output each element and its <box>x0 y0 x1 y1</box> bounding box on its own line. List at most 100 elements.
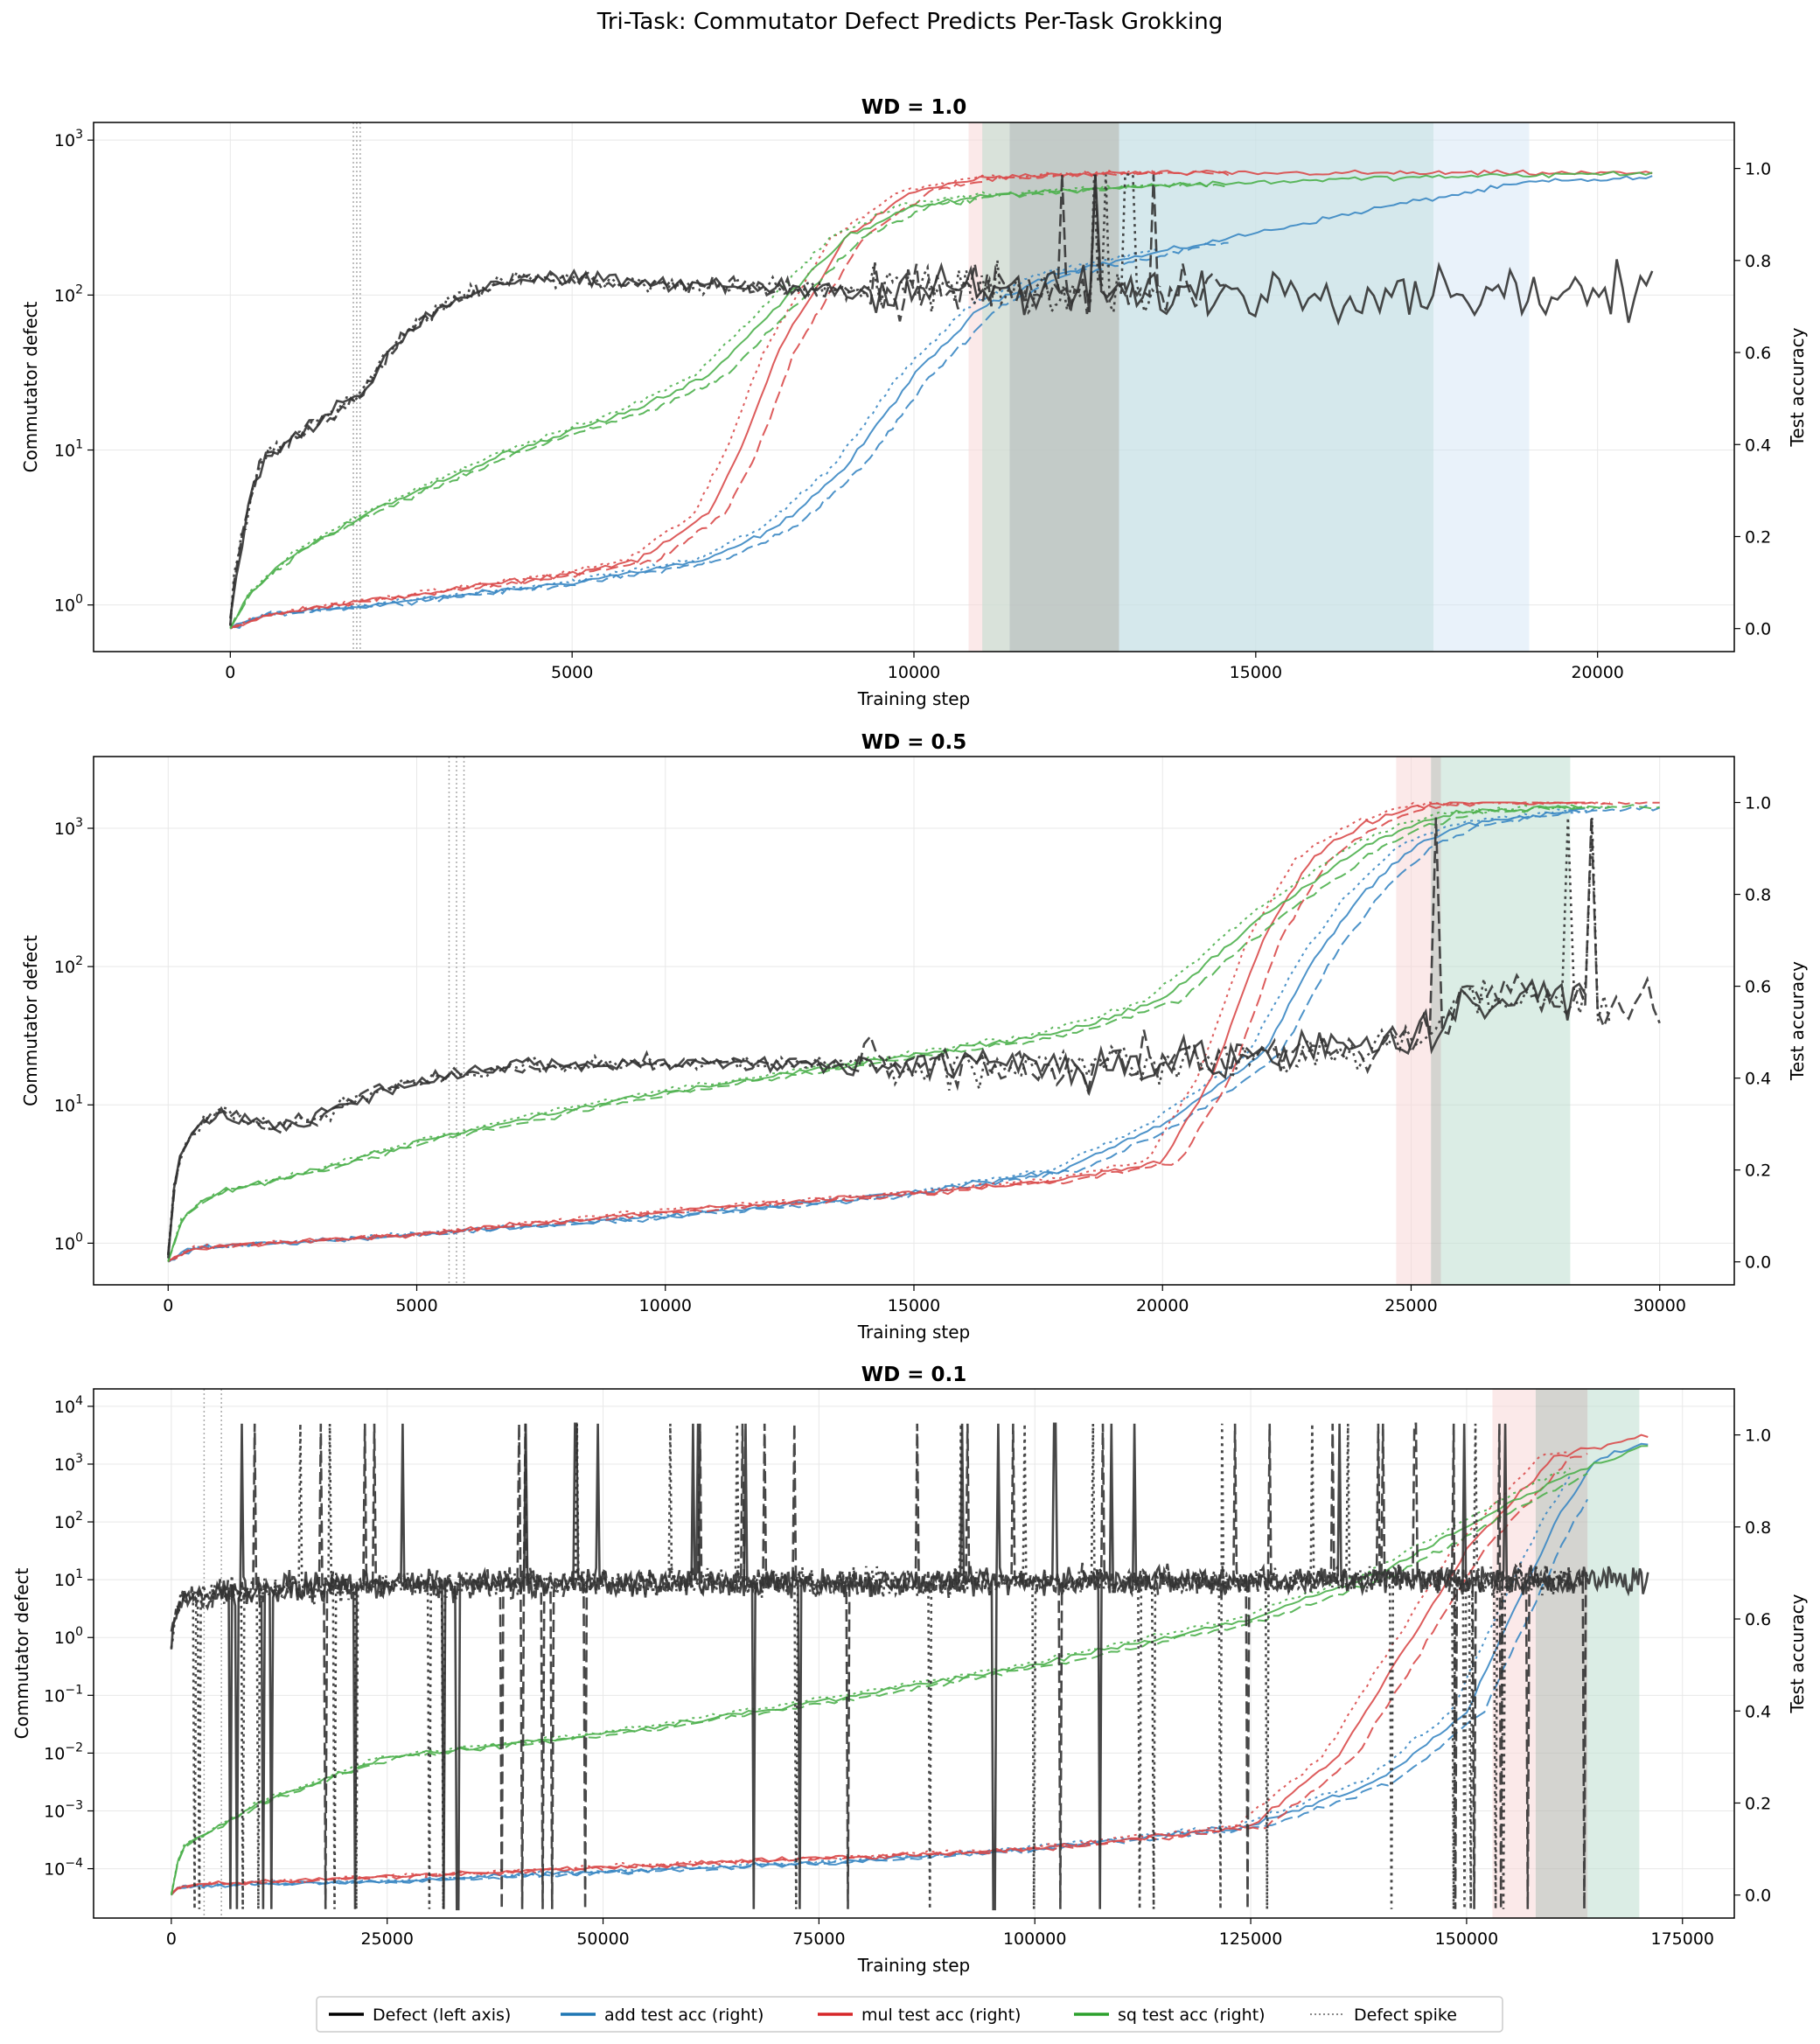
x-tick-label: 0 <box>163 1296 173 1315</box>
y2-tick-label: 0.8 <box>1745 252 1771 271</box>
mul-acc-curve-seed-1 <box>167 801 1586 1263</box>
mul-acc-curve-seed-2 <box>171 1453 1588 1895</box>
y-tick-label: 102 <box>54 954 83 977</box>
figure-title: Tri-Task: Commutator Defect Predicts Per… <box>596 9 1224 35</box>
x-tick-label: 20000 <box>1571 663 1623 682</box>
y-tick-label: 100 <box>54 1231 83 1253</box>
y2-tick-label: 0.4 <box>1745 436 1771 455</box>
y2-axis-label: Test accuracy <box>1787 327 1808 447</box>
sq-acc-curve-seed-3 <box>170 1467 1572 1894</box>
sq-acc-curve-seed-3 <box>229 182 1161 629</box>
legend-label: add test acc (right) <box>604 2006 764 2025</box>
y-axis-label: Commutator defect <box>20 301 41 472</box>
x-tick-label: 25000 <box>360 1929 413 1949</box>
y-tick-label: 101 <box>54 1092 83 1115</box>
x-tick-label: 5000 <box>395 1296 437 1315</box>
x-tick-label: 20000 <box>1136 1296 1189 1315</box>
y2-tick-label: 1.0 <box>1745 1427 1771 1446</box>
legend: Defect (left axis) add test acc (right) mu… <box>316 1996 1503 2033</box>
panel-wd-01: 0 25000 50000 75000 100000 125000 150000 175000… <box>11 1364 1808 1976</box>
legend-label: mul test acc (right) <box>861 2006 1021 2025</box>
legend-label: Defect (left axis) <box>373 2006 511 2025</box>
y2-tick-label: 1.0 <box>1745 794 1771 813</box>
y2-tick-label: 0.2 <box>1745 1162 1771 1181</box>
grok-region-overlap <box>1009 122 1119 652</box>
add-acc-curve-seed-1 <box>229 175 1653 630</box>
y2-tick-label: 0.6 <box>1745 978 1771 997</box>
y-tick-label: 10−2 <box>44 1741 83 1763</box>
panel-wd-10: 0 5000 10000 15000 20000 100 101 102 103 0.0 0.2 0.… <box>20 96 1808 709</box>
y2-tick-label: 1.0 <box>1745 160 1771 179</box>
y-tick-label: 103 <box>54 128 83 150</box>
y-tick-label: 104 <box>54 1394 83 1417</box>
y-axis-label: Commutator defect <box>20 935 41 1106</box>
panel-title: WD = 0.1 <box>861 1364 967 1386</box>
y2-tick-label: 0.4 <box>1745 1070 1771 1089</box>
x-axis-label: Training step <box>857 688 971 709</box>
mul-acc-curve-seed-1 <box>171 1434 1649 1894</box>
x-tick-label: 10000 <box>639 1296 692 1315</box>
plot-area <box>94 757 1734 1285</box>
sq-acc-curve-seed-2 <box>170 1472 1588 1895</box>
defect-curve-seed-1 <box>167 978 1586 1259</box>
plot-area <box>94 1389 1734 1918</box>
y2-tick-label: 0.2 <box>1745 1794 1771 1813</box>
add-acc-curve-seed-3 <box>229 248 1161 630</box>
mul-acc-curve-seed-2 <box>168 801 1660 1261</box>
y-tick-label: 10−3 <box>44 1798 83 1821</box>
panel-title: WD = 0.5 <box>861 731 967 754</box>
defect-curve-seed-3 <box>229 173 1161 626</box>
y-axis-label: Commutator defect <box>11 1567 32 1739</box>
panel-title: WD = 1.0 <box>861 96 967 119</box>
y-tick-label: 100 <box>54 593 83 616</box>
x-tick-label: 25000 <box>1384 1296 1437 1315</box>
y2-axis-label: Test accuracy <box>1787 1594 1808 1713</box>
defect-curve-seed-3 <box>167 817 1612 1256</box>
y2-tick-label: 0.8 <box>1745 1518 1771 1538</box>
x-tick-label: 30000 <box>1634 1296 1686 1315</box>
sq-acc-curve-seed-1 <box>170 1445 1649 1895</box>
x-tick-label: 150000 <box>1435 1929 1499 1949</box>
y2-tick-label: 0.8 <box>1745 886 1771 905</box>
legend-label: Defect spike <box>1354 2006 1457 2025</box>
plot-area <box>94 122 1734 652</box>
grok-region-sq <box>1440 757 1571 1285</box>
y2-tick-label: 0.0 <box>1745 620 1771 639</box>
x-axis-label: Training step <box>857 1322 971 1343</box>
add-acc-curve-seed-2 <box>171 1498 1588 1896</box>
y2-tick-label: 0.0 <box>1745 1253 1771 1273</box>
y-tick-label: 102 <box>54 283 83 305</box>
sq-acc-curve-seed-3 <box>167 804 1610 1261</box>
x-tick-label: 15000 <box>888 1296 940 1315</box>
mul-acc-curve-seed-3 <box>229 169 1161 630</box>
x-tick-label: 5000 <box>551 663 593 682</box>
y-tick-label: 103 <box>54 816 83 839</box>
legend-box <box>316 1996 1503 2033</box>
defect-curve-seed-2 <box>229 174 1229 625</box>
y-tick-label: 100 <box>54 1625 83 1648</box>
defect-curve-seed-3 <box>170 1423 1572 1909</box>
y2-tick-label: 0.6 <box>1745 344 1771 363</box>
sq-acc-curve-seed-2 <box>167 804 1660 1262</box>
add-acc-curve-seed-1 <box>168 807 1586 1261</box>
x-tick-label: 15000 <box>1230 663 1282 682</box>
x-tick-label: 125000 <box>1219 1929 1283 1949</box>
add-acc-curve-seed-2 <box>230 241 1229 630</box>
grok-region-overlap <box>1431 757 1441 1285</box>
sq-acc-curve-seed-1 <box>229 171 1653 630</box>
y2-tick-label: 0.6 <box>1745 1610 1771 1629</box>
y-tick-label: 10−4 <box>44 1857 83 1880</box>
legend-label: sq test acc (right) <box>1118 2006 1266 2025</box>
y2-tick-label: 0.0 <box>1745 1887 1771 1906</box>
mul-acc-curve-seed-3 <box>171 1451 1571 1896</box>
plot-frame <box>93 1388 1735 1919</box>
y-tick-label: 103 <box>54 1452 83 1475</box>
y-tick-label: 10−1 <box>44 1683 83 1706</box>
y2-tick-label: 0.2 <box>1745 527 1771 547</box>
panels: 0 5000 10000 15000 20000 100 101 102 103 0.0 0.2 0.… <box>11 96 1808 1976</box>
x-tick-label: 175000 <box>1650 1929 1714 1949</box>
defect-curve-seed-2 <box>170 1422 1589 1909</box>
defect-curve-seed-1 <box>170 1422 1649 1911</box>
y-tick-label: 101 <box>54 1567 83 1590</box>
y2-tick-label: 0.4 <box>1745 1702 1771 1721</box>
